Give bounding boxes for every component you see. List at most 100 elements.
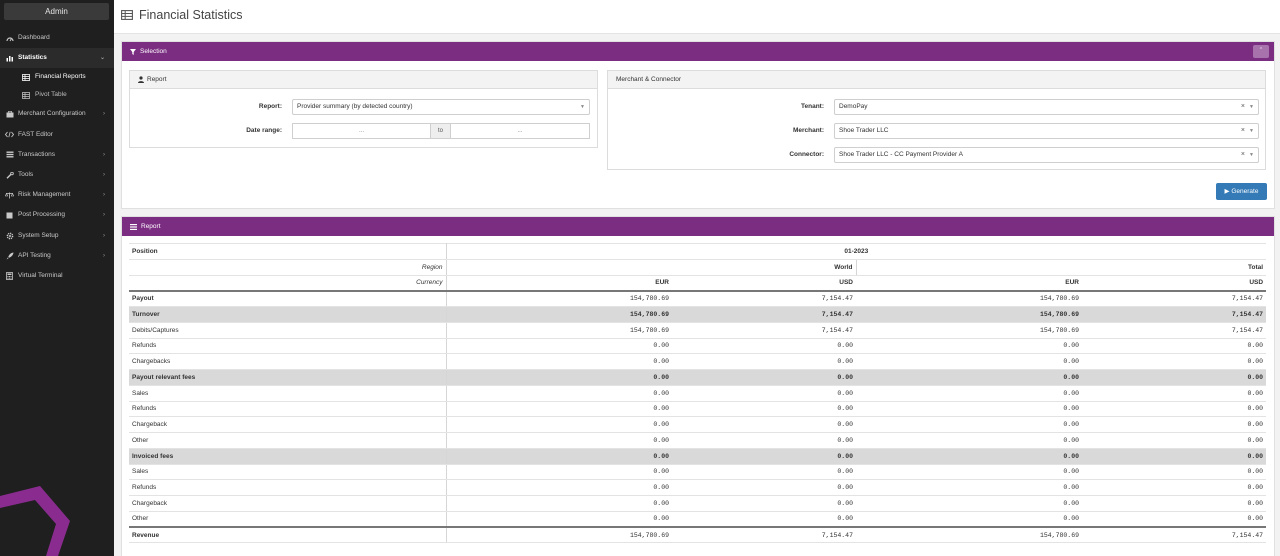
report-table: Position 01-2023 Region World Total Curr… (129, 243, 1267, 544)
caret-down-icon: ▼ (1249, 128, 1254, 134)
sidebar-subitem-pivot-table[interactable]: Pivot Table (0, 86, 114, 104)
value-cell: 7,154.47 (1082, 306, 1267, 323)
sidebar-item-virtual-terminal[interactable]: Virtual Terminal (0, 266, 114, 286)
table-row: Invoiced fees 0.00 0.00 0.00 0.00 (129, 448, 1267, 465)
sidebar-item-risk-management[interactable]: Risk Management › (0, 185, 114, 205)
value-cell: 0.00 (446, 353, 672, 370)
report-type-select[interactable]: Provider summary (by detected country) ▼ (292, 99, 590, 115)
value-cell: 0.00 (672, 479, 856, 496)
sidebar-item-label: Statistics (18, 54, 47, 62)
sidebar-item-dashboard[interactable]: Dashboard (0, 28, 114, 48)
report-settings-title: Report (147, 75, 167, 83)
value-cell: 0.00 (446, 416, 672, 433)
merchant-label: Merchant: (792, 127, 824, 134)
collapse-button[interactable]: ˆ (1253, 45, 1269, 58)
file-icon (5, 212, 14, 219)
chevron-right-icon: › (103, 111, 105, 118)
value-cell: 0.00 (446, 401, 672, 418)
value-cell: 0.00 (856, 369, 1082, 386)
value-cell: 7,154.47 (1082, 322, 1267, 339)
chevron-right-icon: › (103, 252, 105, 259)
value-cell: 0.00 (672, 401, 856, 418)
value-cell: 0.00 (672, 432, 856, 449)
value-cell: 0.00 (446, 385, 672, 402)
value-cell: 0.00 (1082, 353, 1267, 370)
value-cell: 154,780.69 (856, 306, 1082, 323)
table-row: Chargeback 0.00 0.00 0.00 0.00 (129, 416, 1267, 433)
sidebar-item-merchant-configuration[interactable]: Merchant Configuration › (0, 104, 114, 124)
sidebar-item-label: Tools (18, 170, 34, 178)
row-label: Debits/Captures (129, 322, 447, 339)
sidebar-item-label: Post Processing (18, 211, 65, 219)
value-cell: 154,780.69 (446, 322, 672, 339)
currency-cell: USD (1082, 275, 1267, 292)
table-row: Chargebacks 0.00 0.00 0.00 0.00 (129, 353, 1267, 370)
user-menu[interactable]: Admin (4, 3, 109, 20)
chevron-right-icon: › (103, 212, 105, 219)
table-row: Sales 0.00 0.00 0.00 0.00 (129, 385, 1267, 402)
connector-select[interactable]: Shoe Trader LLC - CC Payment Provider A … (834, 147, 1259, 163)
value-cell: 0.00 (1082, 338, 1267, 355)
row-label: Refunds (129, 338, 447, 355)
date-to-input[interactable]: ... (450, 123, 590, 139)
value-cell: 0.00 (1082, 479, 1267, 496)
chevron-right-icon: › (103, 171, 105, 178)
value-cell: 0.00 (672, 511, 856, 528)
value-cell: 0.00 (446, 432, 672, 449)
table-icon (121, 10, 133, 20)
currency-row: Currency EUR USD EUR USD (129, 275, 1267, 292)
clear-icon[interactable]: × (1240, 151, 1245, 158)
merchant-value: Shoe Trader LLC (839, 127, 889, 134)
sidebar: Admin Dashboard Statistics ⌄ Financial R… (0, 0, 114, 556)
value-cell: 7,154.47 (672, 306, 856, 323)
connector-value: Shoe Trader LLC - CC Payment Provider A (839, 151, 963, 158)
value-cell: 0.00 (672, 448, 856, 465)
clear-icon[interactable]: × (1240, 127, 1245, 134)
sidebar-item-transactions[interactable]: Transactions › (0, 145, 114, 165)
value-cell: 7,154.47 (1082, 526, 1267, 544)
list-icon (5, 151, 14, 158)
value-cell: 7,154.47 (672, 322, 856, 339)
sidebar-subitem-label: Pivot Table (35, 91, 67, 99)
region-label: Region (129, 259, 447, 276)
merchant-connector-box: Merchant & Connector Tenant: DemoPay × ▼… (607, 70, 1266, 170)
clear-icon[interactable]: × (1240, 103, 1245, 110)
generate-button[interactable]: ▶ Generate (1216, 183, 1267, 200)
value-cell: 0.00 (1082, 495, 1267, 512)
generate-button-label: Generate (1231, 188, 1259, 195)
value-cell: 0.00 (856, 479, 1082, 496)
value-cell: 0.00 (856, 464, 1082, 481)
list-icon (130, 223, 137, 230)
date-from-input[interactable]: ... (292, 123, 431, 139)
value-cell: 0.00 (672, 495, 856, 512)
table-row: Sales 0.00 0.00 0.00 0.00 (129, 464, 1267, 481)
sidebar-subitem-financial-reports[interactable]: Financial Reports (0, 68, 114, 86)
sidebar-item-label: Dashboard (18, 34, 50, 41)
table-row: Refunds 0.00 0.00 0.00 0.00 (129, 479, 1267, 496)
value-cell: 0.00 (1082, 432, 1267, 449)
page-title-text: Financial Statistics (139, 8, 243, 22)
sidebar-item-label: Transactions (18, 150, 55, 158)
value-cell: 0.00 (446, 369, 672, 386)
value-cell: 154,780.69 (446, 290, 672, 307)
value-cell: 0.00 (856, 338, 1082, 355)
sidebar-item-post-processing[interactable]: Post Processing › (0, 205, 114, 225)
value-cell: 0.00 (856, 495, 1082, 512)
value-cell: 7,154.47 (672, 290, 856, 307)
tenant-select[interactable]: DemoPay × ▼ (834, 99, 1259, 115)
value-cell: 0.00 (856, 432, 1082, 449)
merchant-select[interactable]: Shoe Trader LLC × ▼ (834, 123, 1259, 139)
sidebar-item-tools[interactable]: Tools › (0, 165, 114, 185)
balance-icon (5, 192, 14, 199)
sidebar-item-statistics[interactable]: Statistics ⌄ (0, 48, 114, 69)
chevron-down-icon: ⌄ (99, 55, 105, 62)
report-type-value: Provider summary (by detected country) (297, 103, 413, 110)
row-label: Invoiced fees (129, 448, 447, 465)
sidebar-subitem-label: Financial Reports (35, 73, 86, 81)
value-cell: 0.00 (672, 385, 856, 402)
page-header: Financial Statistics (114, 0, 1280, 34)
sidebar-item-system-setup[interactable]: System Setup › (0, 226, 114, 246)
sidebar-item-api-testing[interactable]: API Testing › (0, 246, 114, 266)
value-cell: 7,154.47 (1082, 290, 1267, 307)
sidebar-item-fast-editor[interactable]: FAST Editor (0, 125, 114, 145)
